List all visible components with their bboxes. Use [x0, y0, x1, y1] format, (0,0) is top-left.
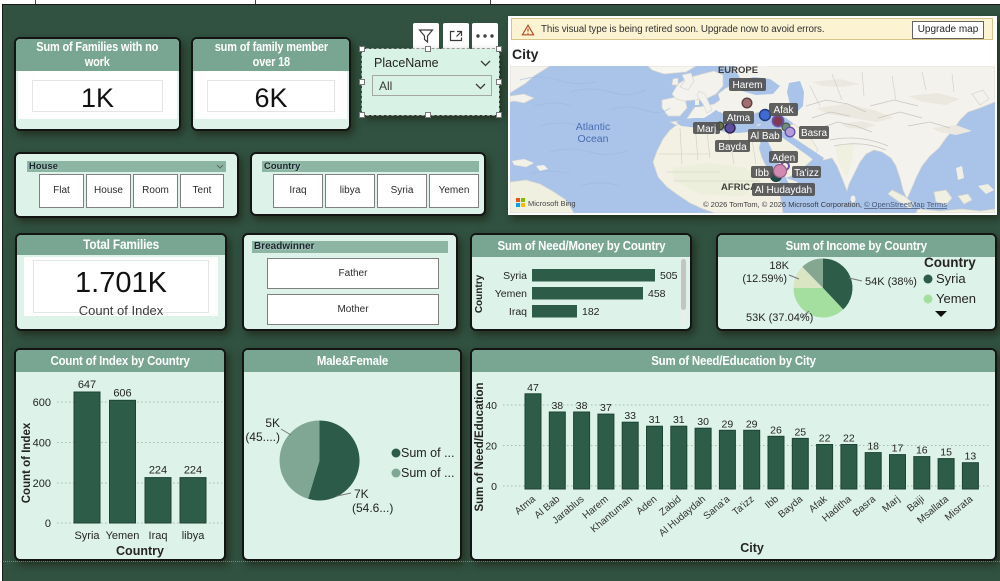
svg-text:Country: Country — [116, 544, 164, 558]
svg-text:Marj: Marj — [880, 494, 902, 515]
svg-text:13: 13 — [965, 451, 977, 463]
svg-text:54K (38%): 54K (38%) — [865, 276, 917, 288]
svg-text:38: 38 — [551, 400, 563, 412]
svg-text:31: 31 — [649, 414, 661, 426]
svg-text:29: 29 — [746, 418, 758, 430]
svg-text:0: 0 — [491, 481, 497, 493]
svg-text:Al Bab: Al Bab — [750, 131, 780, 142]
svg-text:Ocean: Ocean — [578, 133, 609, 145]
svg-text:31: 31 — [673, 414, 685, 426]
svg-text:(45....): (45....) — [245, 430, 280, 444]
svg-text:505: 505 — [660, 270, 678, 282]
svg-text:Marj: Marj — [697, 124, 716, 135]
svg-text:Count of Index: Count of Index — [21, 422, 33, 503]
svg-text:Ta'izz: Ta'izz — [794, 168, 819, 179]
svg-text:Bayda: Bayda — [776, 494, 805, 521]
svg-text:libya: libya — [182, 530, 206, 542]
svg-text:EUROPE: EUROPE — [718, 66, 758, 76]
svg-text:182: 182 — [582, 306, 600, 318]
svg-text:400: 400 — [33, 438, 51, 450]
svg-text:Al Hudaydah: Al Hudaydah — [755, 185, 812, 196]
svg-text:Iraq: Iraq — [149, 530, 168, 542]
svg-text:Yemen: Yemen — [936, 291, 976, 306]
svg-text:Ibb: Ibb — [763, 494, 781, 512]
svg-text:Syria: Syria — [74, 530, 100, 542]
svg-text:15: 15 — [940, 447, 952, 459]
svg-text:Microsoft Bing: Microsoft Bing — [528, 199, 576, 208]
svg-text:25: 25 — [794, 426, 806, 438]
svg-text:26: 26 — [770, 424, 782, 436]
svg-text:Sum of Need/Education: Sum of Need/Education — [474, 382, 486, 511]
svg-text:Aden: Aden — [772, 153, 795, 164]
svg-text:5K: 5K — [265, 416, 280, 430]
svg-text:40: 40 — [485, 400, 497, 412]
svg-text:22: 22 — [819, 433, 831, 445]
svg-text:224: 224 — [184, 465, 202, 477]
svg-text:Syria: Syria — [503, 270, 527, 282]
svg-text:458: 458 — [648, 288, 666, 300]
svg-text:Yemen: Yemen — [106, 530, 140, 542]
svg-text:37: 37 — [600, 402, 612, 414]
svg-text:Syria: Syria — [936, 271, 966, 286]
svg-text:(12.59%): (12.59%) — [742, 273, 787, 285]
svg-text:Basra: Basra — [851, 494, 878, 519]
svg-text:0: 0 — [45, 518, 51, 530]
svg-text:Afak: Afak — [773, 105, 794, 116]
svg-text:22: 22 — [843, 433, 855, 445]
svg-text:Sum of ...: Sum of ... — [401, 446, 455, 460]
svg-text:Sum of ...: Sum of ... — [401, 466, 455, 480]
svg-text:Aden: Aden — [634, 494, 659, 517]
svg-text:20: 20 — [485, 441, 497, 453]
svg-text:Atlantic: Atlantic — [576, 121, 610, 133]
svg-text:17: 17 — [892, 443, 904, 455]
svg-text:224: 224 — [149, 465, 167, 477]
svg-text:Country: Country — [924, 255, 976, 270]
svg-text:7K: 7K — [354, 487, 369, 501]
svg-text:18K: 18K — [769, 260, 789, 272]
svg-text:30: 30 — [697, 416, 709, 428]
svg-text:Ta'izz: Ta'izz — [731, 494, 757, 518]
svg-text:33: 33 — [624, 410, 636, 422]
svg-text:Country: Country — [474, 274, 485, 313]
svg-text:47: 47 — [527, 382, 539, 394]
svg-text:16: 16 — [916, 445, 928, 457]
svg-text:200: 200 — [33, 478, 51, 490]
svg-text:606: 606 — [113, 387, 131, 399]
svg-text:Ibb: Ibb — [755, 168, 769, 179]
svg-text:600: 600 — [33, 397, 51, 409]
svg-text:AFRICA: AFRICA — [721, 182, 757, 193]
svg-text:(54.6...): (54.6...) — [352, 501, 393, 515]
svg-text:Atma: Atma — [727, 113, 751, 124]
svg-text:Sana'a: Sana'a — [702, 494, 733, 523]
svg-text:Iraq: Iraq — [509, 306, 527, 318]
svg-text:18: 18 — [867, 441, 879, 453]
svg-text:Yemen: Yemen — [495, 288, 527, 300]
svg-text:53K (37.04%): 53K (37.04%) — [746, 312, 813, 324]
svg-text:38: 38 — [576, 400, 588, 412]
svg-text:Basra: Basra — [801, 128, 828, 139]
svg-text:Harem: Harem — [732, 80, 762, 91]
svg-text:© 2026 TomTom, © 2026 Microsof: © 2026 TomTom, © 2026 Microsoft Corporat… — [703, 200, 947, 209]
svg-text:Misrata: Misrata — [943, 494, 976, 524]
svg-text:Bayda: Bayda — [718, 142, 747, 153]
svg-text:647: 647 — [78, 379, 96, 391]
svg-text:29: 29 — [722, 418, 734, 430]
svg-text:City: City — [740, 541, 764, 555]
